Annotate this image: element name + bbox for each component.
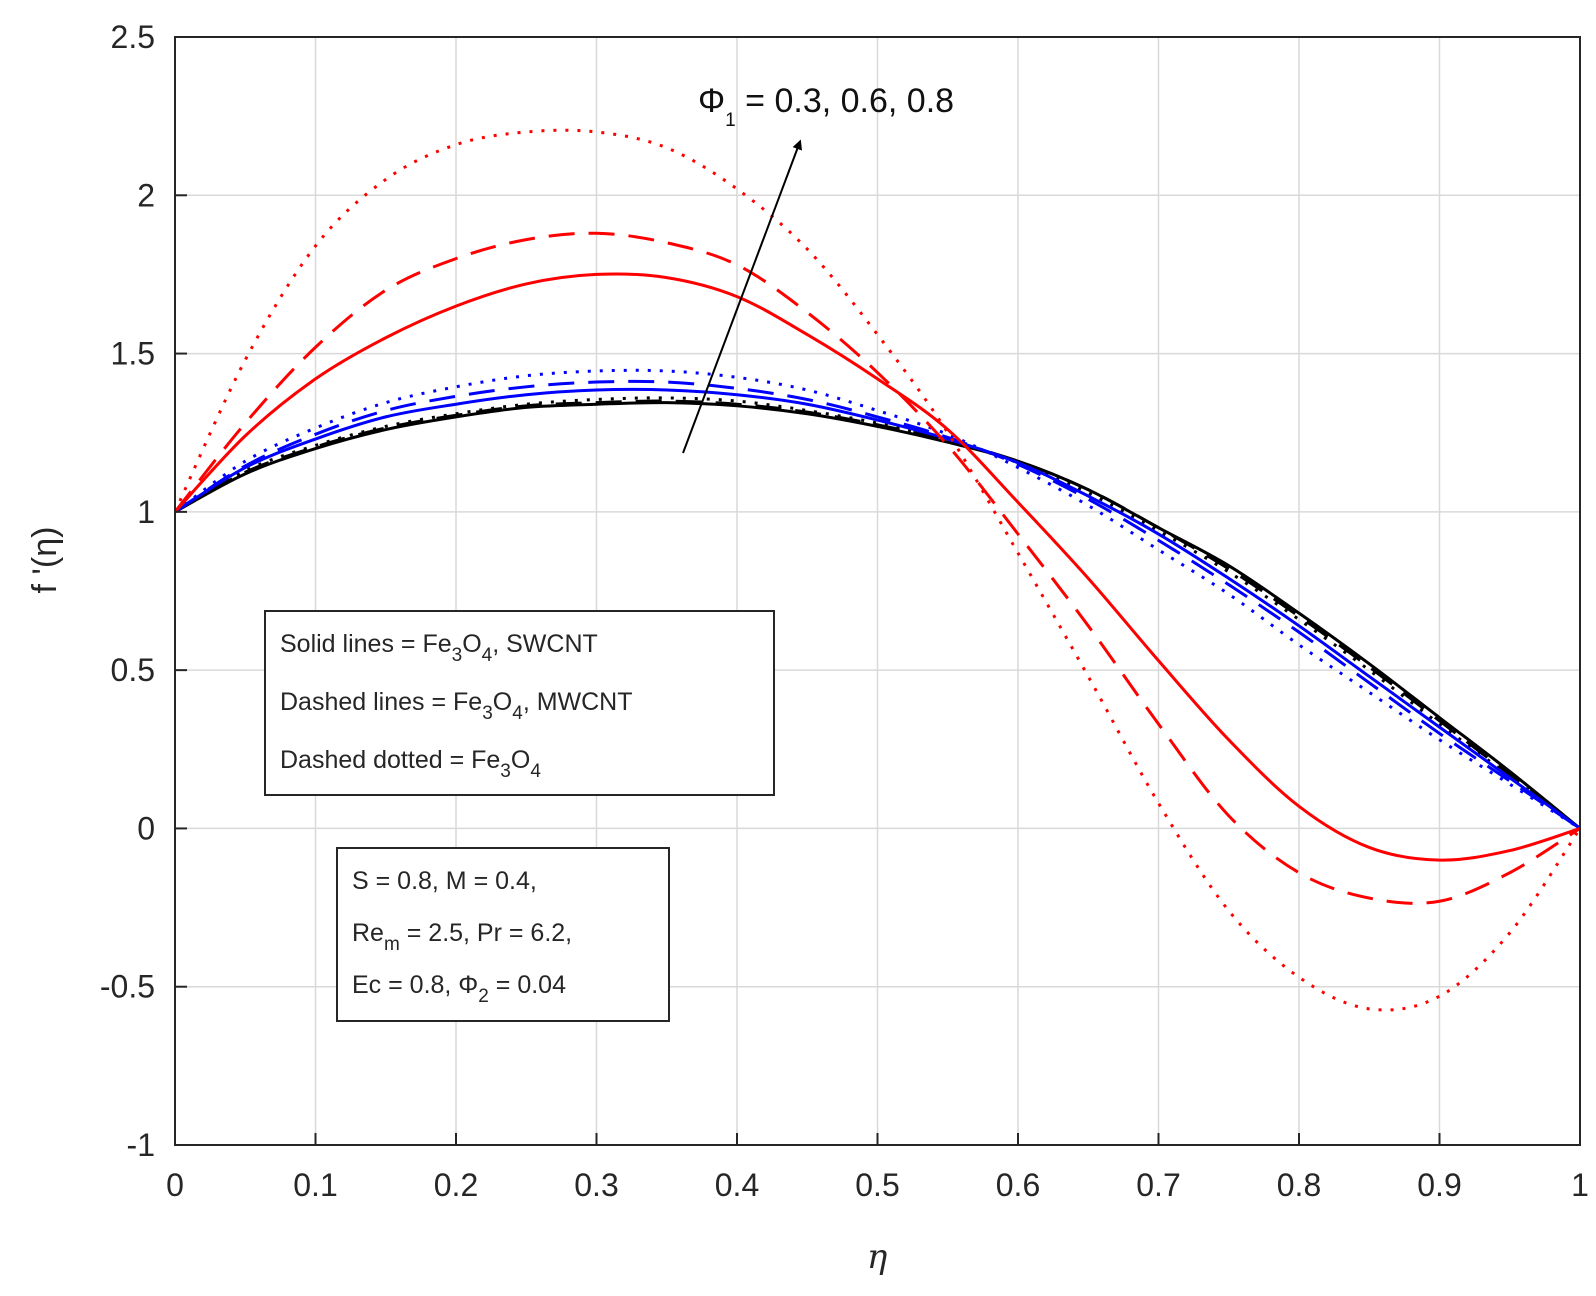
x-tick-label: 0.7 (1136, 1167, 1180, 1203)
params-line-1: S = 0.8, M = 0.4, (352, 867, 537, 895)
x-tick-label: 0.3 (574, 1167, 618, 1203)
y-tick-label: 2 (137, 177, 155, 213)
axis-ticks: 0 0.1 0.2 0.3 0.4 0.5 0.6 0.7 0.8 0.9 1 -1 -0.5 0 0.5 1… (100, 19, 1589, 1203)
phi1-annotation: Φ1 = 0.3, 0.6, 0.8 (698, 82, 954, 131)
x-tick-label: 0.8 (1277, 1167, 1321, 1203)
x-tick-label: 0.4 (715, 1167, 759, 1203)
series-line-7 (175, 231, 1580, 905)
y-tick-label: 2.5 (111, 19, 155, 55)
x-tick-label: 0.5 (855, 1167, 899, 1203)
y-tick-label: -0.5 (100, 969, 155, 1005)
series-group (175, 128, 1580, 1012)
series-line-3 (175, 387, 1580, 830)
x-tick-label: 0.2 (434, 1167, 478, 1203)
series-line-4 (175, 379, 1580, 830)
y-tick-label: 0 (137, 810, 155, 846)
series-line-1 (175, 399, 1580, 830)
y-tick-label: 1.5 (111, 336, 155, 372)
annotation-values: = 0.3, 0.6, 0.8 (736, 82, 954, 120)
increase-arrow (682, 139, 802, 454)
annotation-subscript: 1 (725, 110, 736, 131)
line-style-legend-box (264, 610, 775, 796)
series-line-8 (175, 128, 1580, 1012)
annotation-symbol: Φ (698, 82, 725, 120)
parameters-box (336, 847, 670, 1022)
x-tick-label: 0.6 (996, 1167, 1040, 1203)
series-line-0 (175, 401, 1580, 830)
series-line-6 (175, 272, 1580, 862)
x-axis-label: η (867, 1237, 888, 1277)
params-line-2: Rem = 2.5, Pr = 6.2, (352, 919, 572, 955)
x-tick-label: 0 (166, 1167, 184, 1203)
y-tick-label: 1 (137, 494, 155, 530)
x-tick-label: 1 (1571, 1167, 1589, 1203)
params-line-3: Ec = 0.8, Φ2 = 0.04 (352, 971, 566, 1007)
y-tick-label: -1 (127, 1127, 155, 1163)
legend-dotted-text: Dashed dotted = Fe3O4 (280, 746, 541, 782)
y-axis-label: f '(η) (26, 527, 64, 594)
x-tick-label: 0.9 (1417, 1167, 1461, 1203)
legend-dashed-text: Dashed lines = Fe3O4, MWCNT (280, 688, 633, 724)
y-tick-label: 0.5 (111, 652, 155, 688)
series-line-2 (175, 396, 1580, 830)
x-tick-label: 0.1 (293, 1167, 337, 1203)
legend-solid-text: Solid lines = Fe3O4, SWCNT (280, 630, 598, 666)
